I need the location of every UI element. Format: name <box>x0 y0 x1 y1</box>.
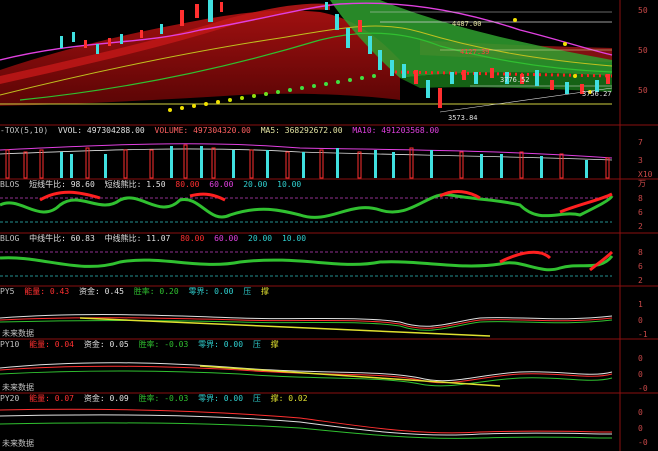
blos-level-1: 80.00 <box>175 180 200 189</box>
py20-fund: 资金: 0.09 <box>83 394 129 403</box>
price-label: 3756.27 <box>582 90 612 98</box>
py10-panel <box>0 362 613 387</box>
vol-ma5: MA5: 368292672.00 <box>260 126 343 135</box>
py10-note: 未来数据 <box>2 383 34 392</box>
blog-level-3: 20.00 <box>248 234 273 243</box>
py20-name: PY20 <box>0 394 20 403</box>
blog-level-2: 60.00 <box>214 234 239 243</box>
py20-panel <box>0 408 613 439</box>
py5-energy: 能量: 0.43 <box>24 287 70 296</box>
py5-note: 未来数据 <box>2 329 34 338</box>
vol-vvol: VVOL: 497304288.00 <box>58 126 145 135</box>
blos-axis-label: 8 <box>638 194 643 203</box>
vol-axis-label: 3 <box>638 156 643 165</box>
blos-header: BLOS 短线牛比: 98.60 短线熊比: 1.50 80.00 60.00 … <box>0 180 306 190</box>
blog-header: BLOG 中线牛比: 60.83 中线熊比: 11.07 80.00 60.00… <box>0 234 311 244</box>
py20-energy: 能量: 0.07 <box>29 394 74 403</box>
vol-axis-label: X10万 <box>638 170 653 188</box>
py20-axis-label: 0 <box>638 408 643 417</box>
py20-support: 撑: 0.02 <box>270 394 308 403</box>
blos-level-3: 20.00 <box>243 180 268 189</box>
blos-level-2: 60.00 <box>209 180 234 189</box>
price-axis-label: 50 <box>638 86 648 95</box>
blog-name: BLOG <box>0 234 20 243</box>
blog-level-1: 80.00 <box>180 234 205 243</box>
price-label: 4127.39 <box>460 48 490 56</box>
vol-axis-label: 7 <box>638 138 643 147</box>
py5-winrate: 胜率: 0.20 <box>133 287 179 296</box>
blog-bear: 中线熊比: 11.07 <box>104 234 171 243</box>
vol-volume: VOLUME: 497304320.00 <box>154 126 251 135</box>
py5-resist: 压 <box>243 287 252 296</box>
blos-axis-label: 6 <box>638 208 643 217</box>
py5-panel <box>0 314 613 337</box>
py5-axis-label: 0 <box>638 316 643 325</box>
blog-axis-label: 2 <box>638 276 643 285</box>
volume-header: -TOX(5,10) VVOL: 497304288.00 VOLUME: 49… <box>0 126 444 136</box>
price-label: 4487.00 <box>452 20 482 28</box>
py20-resist: 压 <box>252 394 261 403</box>
py10-fund: 资金: 0.05 <box>83 340 129 349</box>
py20-note: 未来数据 <box>2 439 34 448</box>
py5-support: 撑 <box>261 287 270 296</box>
vol-ma10: MA10: 491203568.00 <box>352 126 440 135</box>
blos-name: BLOS <box>0 180 20 189</box>
price-panel <box>0 0 613 113</box>
price-axis-label: 50 <box>638 46 648 55</box>
py20-header: PY20 能量: 0.07 资金: 0.09 胜率: -0.03 零界: 0.0… <box>0 394 313 404</box>
blos-bull: 短线牛比: 98.60 <box>29 180 95 189</box>
py20-axis-label: 0 <box>638 424 643 433</box>
price-label: 3776.52 <box>500 76 530 84</box>
py10-energy: 能量: 0.04 <box>29 340 74 349</box>
py10-zero: 零界: 0.00 <box>198 340 244 349</box>
py5-header: PY5 能量: 0.43 资金: 0.45 胜率: 0.20 零界: 0.00 … <box>0 287 274 297</box>
py10-axis-label: -0 <box>638 384 648 393</box>
py5-fund: 资金: 0.45 <box>79 287 124 296</box>
py10-support: 撑 <box>270 340 279 349</box>
py10-header: PY10 能量: 0.04 资金: 0.05 胜率: -0.03 零界: 0.0… <box>0 340 284 350</box>
vol-prefix: -TOX(5,10) <box>0 126 49 135</box>
volume-panel <box>0 143 613 179</box>
blog-axis-label: 6 <box>638 262 643 271</box>
py10-axis-label: 0 <box>638 354 643 363</box>
py20-zero: 零界: 0.00 <box>198 394 244 403</box>
py20-winrate: 胜率: -0.03 <box>138 394 189 403</box>
py10-resist: 压 <box>252 340 261 349</box>
blos-panel <box>0 190 614 223</box>
py10-name: PY10 <box>0 340 20 349</box>
blog-level-4: 10.00 <box>281 234 307 243</box>
blog-bull: 中线牛比: 60.83 <box>29 234 95 243</box>
py10-winrate: 胜率: -0.03 <box>138 340 189 349</box>
py20-axis-label: -0 <box>638 438 648 447</box>
blog-panel <box>0 250 614 277</box>
py5-zero: 零界: 0.00 <box>188 287 234 296</box>
blos-axis-label: 2 <box>638 222 643 231</box>
blog-axis-label: 8 <box>638 248 643 257</box>
blos-bear: 短线熊比: 1.50 <box>104 180 166 189</box>
price-label: 3573.84 <box>448 114 478 122</box>
blos-level-4: 10.00 <box>277 180 302 189</box>
py10-axis-label: 0 <box>638 370 643 379</box>
py5-axis-label: -1 <box>638 330 648 339</box>
price-axis-label: 50 <box>638 6 648 15</box>
py5-axis-label: 1 <box>638 300 643 309</box>
py5-name: PY5 <box>0 287 15 296</box>
